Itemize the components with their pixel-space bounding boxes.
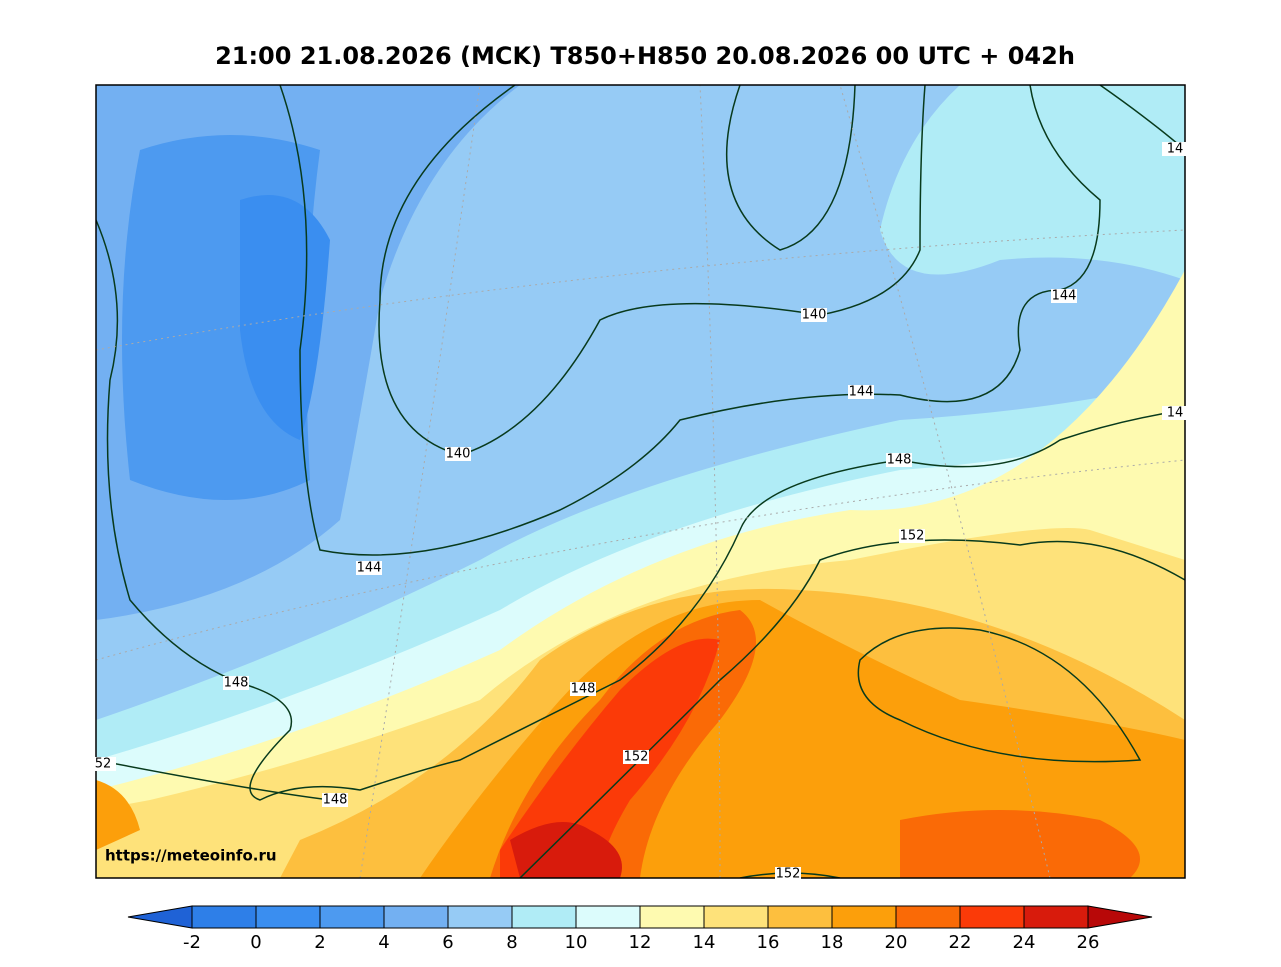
contour-label-bg [356,561,382,575]
contour-label-bg [848,385,874,399]
contour-label: 148 [887,453,912,468]
contour-label: 152 [900,529,925,544]
colorbar-tick-label: 18 [821,932,844,953]
colorbar-segment [959,905,1025,929]
colorbar-segment [1023,905,1089,929]
field-mild [880,85,1185,280]
source-url: https://meteoinfo.ru [105,847,277,865]
colorbar-segment [575,905,641,929]
contour-label-bg [623,750,649,764]
contour-labels: 140 140 144 144 144 148 148 148 148 152 152 152 52 14… [90,142,1188,882]
colorbar-segment [319,905,385,929]
colorbar-segment [447,905,513,929]
contour-label: 52 [95,757,112,772]
colorbar-tick-label: 12 [629,932,652,953]
contour-label-bg [775,867,801,881]
colorbar-tick-label: 14 [693,932,716,953]
contour-label: 140 [446,447,471,462]
contour-label-bg [223,676,249,690]
contour-label: 148 [323,793,348,808]
contour-label-bg [570,682,596,696]
colorbar-segment [639,905,705,929]
colorbar-tick-label: 20 [885,932,908,953]
colorbar-tick-label: 2 [314,932,325,953]
colorbar-tick-label: 10 [565,932,588,953]
colorbar-tick-label: 8 [506,932,517,953]
field-cold [240,195,330,440]
contour-label: 140 [802,308,827,323]
graticule [96,85,1185,878]
contour-label-bg [1162,142,1188,156]
contour-label-bg [1162,406,1188,420]
contour-label: 144 [849,385,874,400]
contour-label-bg [801,308,827,322]
colorbar-segment [255,905,321,929]
colorbar-segment [767,905,833,929]
contour-label-bg [899,529,925,543]
colorbar-under [127,905,193,929]
contour-label: 14 [1167,142,1184,157]
field [96,85,1185,878]
colorbar-segment [191,905,257,929]
map-title: 21:00 21.08.2026 (MCK) T850+H850 20.08.2… [215,42,1075,70]
contour-label: 144 [357,561,382,576]
contour-label-bg [445,447,471,461]
colorbar: -2 0 2 4 6 8 10 12 14 16 18 20 22 24 26 [127,905,1153,953]
colorbar-tick-label: 22 [949,932,972,953]
map-frame [95,84,1186,879]
colorbar-segment [511,905,577,929]
contour-label-bg [886,453,912,467]
colorbar-tick-label: 26 [1077,932,1100,953]
colorbar-tick-label: 6 [442,932,453,953]
colorbar-over [1087,905,1153,929]
field-hot [510,822,622,878]
contour-label: 14 [1167,406,1184,421]
contour-label: 148 [224,676,249,691]
contour-label: 152 [776,867,801,882]
colorbar-segment [831,905,897,929]
colorbar-segment [895,905,961,929]
colorbar-tick-label: 16 [757,932,780,953]
colorbar-segment [383,905,449,929]
field-hot [500,638,720,878]
colorbar-tick-label: -2 [183,932,201,953]
colorbar-tick-label: 0 [250,932,261,953]
contour-label-bg [90,757,116,771]
field-hot [96,780,140,850]
colorbar-tick-label: 4 [378,932,389,953]
colorbar-segment [703,905,769,929]
contour-label: 148 [571,682,596,697]
contour-label-bg [322,793,348,807]
colorbar-tick-label: 24 [1013,932,1036,953]
contour-label-bg [1051,289,1077,303]
field-hot [900,810,1140,878]
contour-label: 144 [1052,289,1077,304]
contour-label: 152 [624,750,649,765]
